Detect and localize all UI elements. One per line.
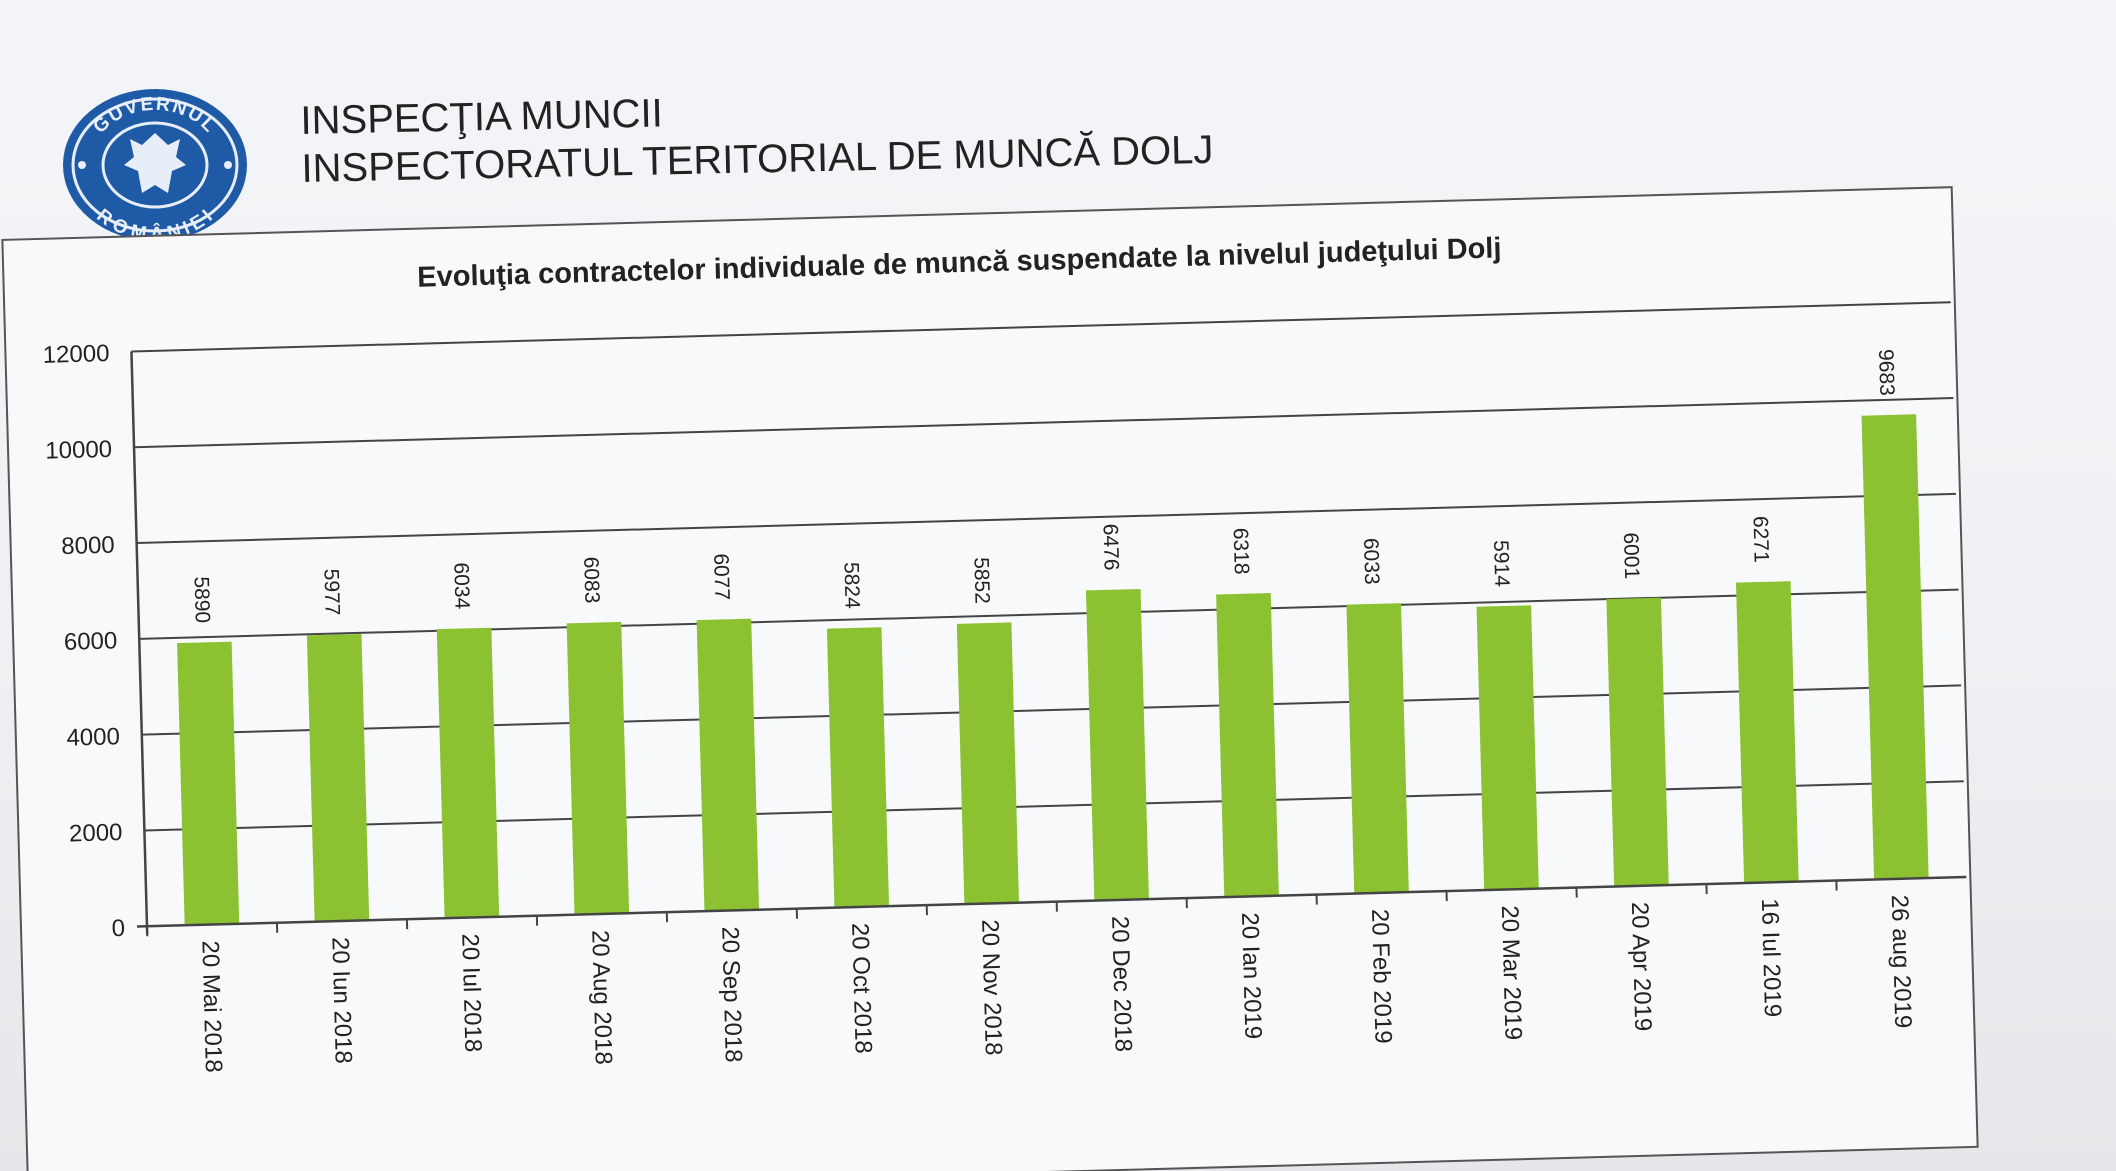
bar — [177, 641, 240, 926]
y-tick-label: 6000 — [64, 627, 118, 655]
y-tick-label: 4000 — [66, 723, 120, 751]
y-tick-label: 12000 — [42, 340, 109, 369]
x-tick-label: 20 Mar 2019 — [1496, 905, 1527, 1040]
x-tick-label: 20 Dec 2018 — [1106, 916, 1137, 1053]
data-label: 9683 — [1874, 349, 1898, 396]
bar — [1476, 605, 1539, 891]
gridline — [136, 492, 1956, 545]
bar — [696, 618, 760, 912]
y-axis-line — [130, 351, 149, 935]
gridline — [134, 397, 1954, 449]
x-tick-label: 20 Iun 2018 — [326, 937, 356, 1064]
bar — [1346, 603, 1409, 894]
data-label: 6271 — [1748, 516, 1772, 563]
x-tick-label: 20 Sep 2018 — [716, 926, 747, 1063]
bar — [956, 622, 1019, 905]
bar — [1735, 581, 1799, 884]
y-tick-label: 8000 — [61, 532, 115, 560]
x-tick-label: 20 Feb 2019 — [1366, 909, 1397, 1044]
bars — [177, 414, 1929, 926]
data-label: 6034 — [449, 562, 473, 610]
document-header: GUVERNUL ROMÂNIEI INSPECŢIA MUNCII INSPE… — [60, 85, 1360, 255]
bar — [436, 627, 500, 919]
x-tick-label: 26 aug 2019 — [1886, 894, 1917, 1028]
x-tick-label: 20 Nov 2018 — [976, 919, 1007, 1056]
x-axis-tick-labels: 20 Mai 2018 20 Iun 2018 20 Iul 2018 20 Aug … — [196, 894, 1917, 1073]
data-label: 6083 — [579, 556, 603, 603]
bar — [826, 627, 890, 908]
y-tick-label: 10000 — [45, 436, 112, 465]
data-label: 5824 — [839, 562, 863, 610]
data-label: 6033 — [1359, 538, 1383, 585]
data-labels: 5890 5977 6034 6083 6077 5824 5852 6476 6318 6033… — [190, 349, 1899, 624]
data-label: 6001 — [1619, 532, 1643, 579]
data-label: 6077 — [709, 553, 733, 600]
bar — [1085, 588, 1149, 901]
government-seal-logo: GUVERNUL ROMÂNIEI — [63, 89, 247, 245]
data-label: 5977 — [319, 568, 343, 615]
y-tick-label: 2000 — [69, 819, 123, 847]
data-label: 5890 — [190, 576, 214, 623]
x-tick-label: 20 Mai 2018 — [196, 940, 227, 1073]
data-label: 6476 — [1098, 523, 1122, 570]
axes — [130, 351, 1967, 937]
x-tick-label: 20 Aug 2018 — [586, 930, 617, 1065]
y-tick-label: 0 — [111, 915, 125, 942]
bar — [566, 621, 630, 915]
x-tick-label: 20 Oct 2018 — [846, 923, 877, 1054]
data-label: 6318 — [1229, 527, 1253, 574]
x-tick-label: 20 Iul 2018 — [456, 933, 486, 1052]
data-label: 5852 — [969, 557, 993, 604]
bar — [1216, 592, 1279, 898]
x-axis-line — [136, 875, 1967, 928]
gridline — [131, 301, 1951, 353]
data-label: 5914 — [1489, 540, 1513, 588]
x-tick-label: 20 Ian 2019 — [1236, 912, 1266, 1039]
bar — [1861, 414, 1929, 880]
x-tick-label: 16 Iul 2019 — [1756, 898, 1786, 1017]
x-tick-label: 20 Apr 2019 — [1626, 902, 1656, 1032]
bar — [306, 633, 370, 922]
y-axis-tick-labels: 0 2000 4000 6000 8000 10000 12000 — [42, 340, 125, 942]
bar — [1606, 597, 1669, 887]
